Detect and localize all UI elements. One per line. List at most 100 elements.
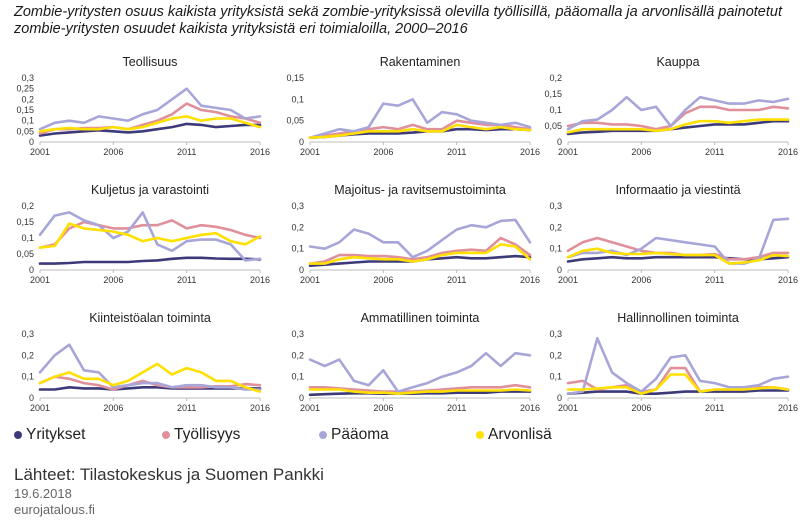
- y-tick-label: 0,05: [16, 249, 34, 259]
- x-tick-label: 2006: [103, 275, 123, 285]
- panel-title: Ammatillinen toiminta: [361, 311, 480, 325]
- y-tick-label: 0,1: [21, 372, 34, 382]
- y-tick-label: 0,1: [549, 105, 562, 115]
- panel-title: Kiinteistöalan toiminta: [89, 311, 211, 325]
- sources-note: Lähteet: Tilastokeskus ja Suomen Pankki: [14, 465, 324, 484]
- series-line-tyollisyys: [308, 236, 532, 265]
- series-line-paaoma: [566, 336, 790, 396]
- y-tick-label: 0,1: [549, 372, 562, 382]
- panel-title: Teollisuus: [123, 55, 178, 69]
- series-line-paaoma: [308, 218, 532, 259]
- x-tick-label: 2016: [520, 275, 540, 285]
- y-tick-label: 0: [29, 137, 34, 147]
- legend-marker-tyollisyys: [162, 431, 170, 439]
- x-tick-label: 2011: [177, 275, 196, 285]
- series-line-yritykset: [38, 256, 262, 265]
- panel-title: Kuljetus ja varastointi: [91, 183, 209, 197]
- x-tick-label: 2016: [520, 147, 540, 157]
- legend-item-paaoma: Pääoma: [319, 426, 389, 444]
- y-tick-label: 0,05: [286, 116, 304, 126]
- y-tick-label: 0,1: [291, 372, 304, 382]
- x-tick-label: 2006: [631, 403, 651, 413]
- x-tick-label: 2016: [250, 147, 270, 157]
- x-tick-label: 2001: [30, 147, 50, 157]
- x-tick-label: 2001: [30, 403, 50, 413]
- y-tick-label: 0,2: [21, 94, 34, 104]
- x-tick-label: 2006: [373, 147, 393, 157]
- series-line-arvonlisa: [566, 247, 790, 265]
- y-tick-label: 0,1: [21, 116, 34, 126]
- x-tick-label: 2011: [177, 403, 196, 413]
- publication-date: 19.6.2018: [14, 486, 72, 501]
- y-tick-label: 0,15: [16, 105, 34, 115]
- y-tick-label: 0,2: [291, 222, 304, 232]
- y-tick-label: 0: [29, 393, 34, 403]
- series-line-paaoma: [308, 351, 532, 393]
- series-line-arvonlisa: [308, 388, 532, 396]
- y-tick-label: 0,1: [21, 233, 34, 243]
- series-line-arvonlisa: [308, 243, 532, 265]
- x-tick-label: 2001: [300, 403, 320, 413]
- x-tick-label: 2016: [778, 403, 798, 413]
- legend-item-arvonlisa: Arvonlisä: [476, 426, 552, 444]
- legend-label-yritykset: Yritykset: [26, 426, 86, 443]
- x-tick-label: 2016: [520, 403, 540, 413]
- site-name: eurojatalous.fi: [14, 502, 95, 517]
- y-tick-label: 0,3: [549, 201, 562, 211]
- y-tick-label: 0,3: [291, 201, 304, 211]
- panel-kiinteistoalan-toiminta: Kiinteistöalan toiminta 0 0,1 0,2 0,3 2001 200…: [21, 311, 270, 413]
- y-tick-label: 0,2: [21, 350, 34, 360]
- y-tick-label: 0,2: [549, 73, 562, 83]
- panel-kuljetus-ja-varastointi: Kuljetus ja varastointi 0 0,05 0,1 0,15 0,2 20…: [16, 183, 270, 285]
- x-tick-label: 2011: [447, 403, 466, 413]
- x-tick-label: 2001: [300, 147, 320, 157]
- x-tick-label: 2001: [558, 403, 578, 413]
- y-tick-label: 0: [299, 265, 304, 275]
- legend-marker-yritykset: [14, 431, 22, 439]
- y-tick-label: 0: [299, 137, 304, 147]
- x-tick-label: 2001: [30, 275, 50, 285]
- panel-title: Informaatio ja viestintä: [615, 183, 740, 197]
- panel-majoitus-ja-ravitsemustoiminta: Majoitus- ja ravitsemustoiminta 0 0,1 0,2 0,…: [291, 183, 540, 285]
- x-tick-label: 2006: [373, 275, 393, 285]
- x-tick-label: 2011: [705, 403, 724, 413]
- y-tick-label: 0: [29, 265, 34, 275]
- legend-marker-arvonlisa: [476, 431, 484, 439]
- series-line-paaoma: [308, 98, 532, 139]
- x-tick-label: 2016: [778, 147, 798, 157]
- y-tick-label: 0,2: [549, 222, 562, 232]
- y-tick-label: 0,3: [291, 329, 304, 339]
- series-line-yritykset: [38, 122, 262, 137]
- y-tick-label: 0,15: [286, 73, 304, 83]
- y-tick-label: 0,2: [549, 350, 562, 360]
- legend-item-tyollisyys: Työllisyys: [162, 426, 240, 444]
- x-tick-label: 2011: [705, 147, 724, 157]
- panel-teollisuus: Teollisuus 00,050,10,150,20,250,3 2001 2006…: [16, 55, 270, 157]
- x-tick-label: 2011: [705, 275, 724, 285]
- x-tick-label: 2006: [103, 147, 123, 157]
- y-tick-label: 0,1: [549, 244, 562, 254]
- series-line-arvonlisa: [38, 222, 262, 249]
- series-line-paaoma: [566, 95, 790, 131]
- x-tick-label: 2011: [447, 147, 466, 157]
- x-tick-label: 2016: [250, 403, 270, 413]
- y-tick-label: 0: [557, 265, 562, 275]
- x-tick-label: 2016: [250, 275, 270, 285]
- y-tick-label: 0: [557, 393, 562, 403]
- panel-ammatillinen-toiminta: Ammatillinen toiminta 0 0,1 0,2 0,3 2001 2006 2…: [291, 311, 540, 413]
- series-line-paaoma: [38, 87, 262, 131]
- panel-title: Rakentaminen: [380, 55, 461, 69]
- x-tick-label: 2001: [300, 275, 320, 285]
- y-tick-label: 0,05: [16, 126, 34, 136]
- x-tick-label: 2001: [558, 275, 578, 285]
- panel-title: Kauppa: [656, 55, 699, 69]
- series-line-arvonlisa: [38, 115, 262, 133]
- series-line-arvonlisa: [38, 362, 262, 393]
- y-tick-label: 0: [557, 137, 562, 147]
- legend-label-tyollisyys: Työllisyys: [174, 426, 241, 443]
- y-tick-label: 0,2: [21, 201, 34, 211]
- y-tick-label: 0,05: [544, 121, 562, 131]
- x-tick-label: 2006: [631, 275, 651, 285]
- y-tick-label: 0: [299, 393, 304, 403]
